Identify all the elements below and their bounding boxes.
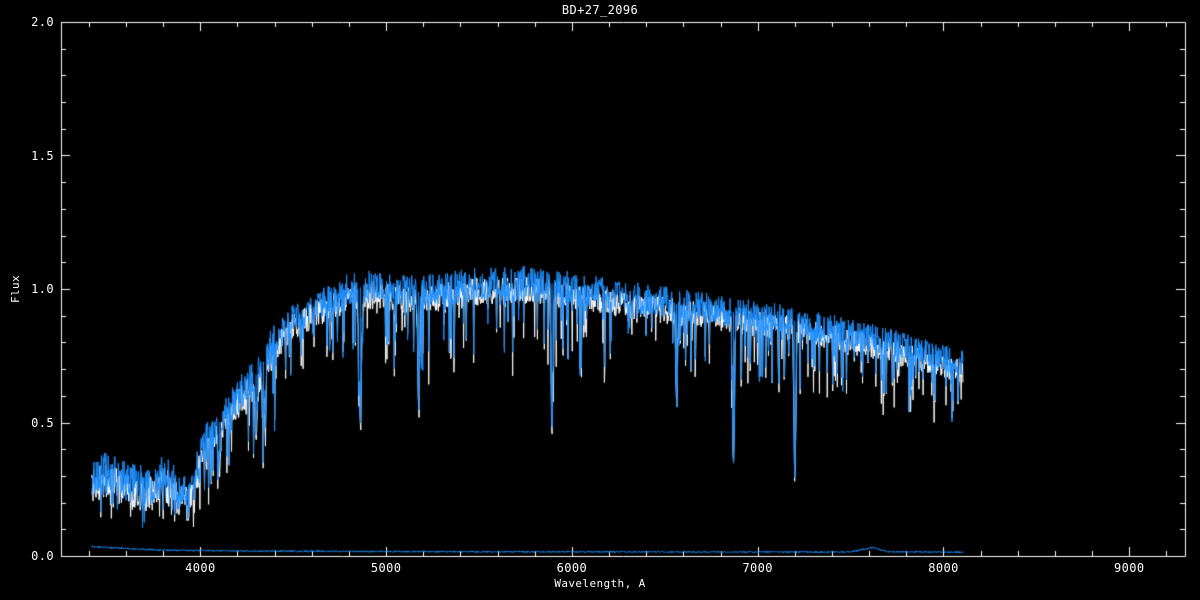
x-axis-label: Wavelength, A [554,577,646,590]
x-tick-label: 4000 [185,561,216,575]
x-tick-label: 7000 [742,561,773,575]
y-tick-label: 1.5 [31,148,54,163]
y-tick-label: 1.0 [31,282,54,296]
x-tick-label: 9000 [1114,561,1145,575]
y-tick-label: 2.0 [31,15,54,29]
y-tick-label: 0.0 [31,549,54,563]
x-tick-label: 8000 [928,561,959,575]
page-title: BD+27_2096 [561,3,639,17]
x-tick-label: 6000 [556,561,588,575]
x-tick-label: 5000 [370,561,402,575]
y-tick-label: 0.5 [31,415,54,430]
